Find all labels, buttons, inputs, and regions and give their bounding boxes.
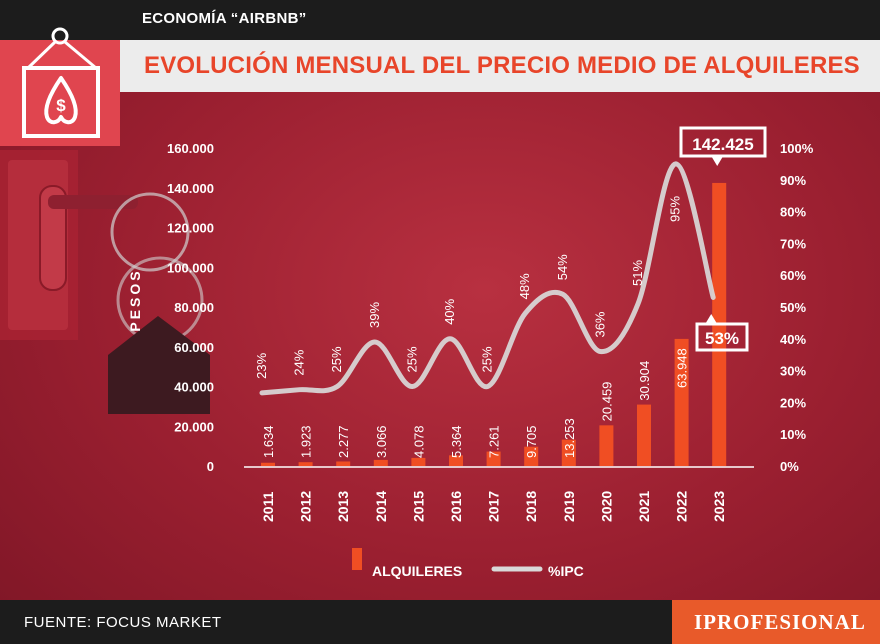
callout-pointer-ipc bbox=[705, 314, 718, 324]
y2-tick-label: 50% bbox=[780, 300, 806, 315]
y2-tick-label: 100% bbox=[780, 141, 814, 156]
bar bbox=[599, 425, 614, 466]
bar-value-label: 1.923 bbox=[299, 425, 314, 458]
y2-tick-label: 60% bbox=[780, 268, 806, 283]
x-tick-label: 2012 bbox=[298, 491, 314, 522]
keychain-illustration bbox=[0, 150, 210, 414]
chart-title: EVOLUCIÓN MENSUAL DEL PRECIO MEDIO DE AL… bbox=[144, 52, 860, 79]
x-tick-label: 2020 bbox=[598, 491, 614, 522]
key-shaft bbox=[48, 195, 138, 209]
bar bbox=[486, 451, 501, 466]
brand-logo-text: IPROFESIONAL bbox=[694, 610, 866, 634]
ipc-line bbox=[259, 161, 716, 396]
ipc-value-label: 39% bbox=[367, 302, 382, 328]
bar-value-label: 63.948 bbox=[675, 348, 690, 388]
y2-tick-label: 0% bbox=[780, 459, 799, 474]
legend: ALQUILERES %IPC bbox=[352, 548, 584, 579]
bar-value-label: 1.634 bbox=[261, 425, 276, 458]
x-tick-label: 2011 bbox=[260, 491, 276, 522]
legend-label-ipc: %IPC bbox=[548, 563, 584, 579]
x-tick-label: 2015 bbox=[410, 491, 426, 522]
ipc-value-label-highlight: 53% bbox=[705, 329, 739, 348]
ipc-value-label: 95% bbox=[668, 196, 683, 222]
y2-tick-label: 10% bbox=[780, 427, 806, 442]
bar-value-label: 9.705 bbox=[524, 425, 539, 458]
lock-cylinder bbox=[39, 185, 67, 291]
y-tick-label: 100.000 bbox=[167, 260, 214, 275]
y-axis-label: PESOS bbox=[127, 268, 143, 331]
x-tick-label: 2014 bbox=[373, 491, 389, 522]
accent-block bbox=[0, 40, 120, 146]
bar-value-label: 5.364 bbox=[449, 425, 464, 458]
data-labels: 2011 2012 2013 2014 2015 2016 2017 2018 2019 2020… bbox=[254, 126, 767, 522]
bar bbox=[637, 404, 651, 466]
brand-logo: IPROFESIONAL bbox=[672, 600, 880, 644]
y2-tick-label: 40% bbox=[780, 332, 806, 347]
bar-value-label: 20.459 bbox=[599, 382, 614, 422]
bar bbox=[261, 462, 275, 466]
y-tick-label: 140.000 bbox=[167, 181, 214, 196]
x-tick-label: 2019 bbox=[561, 491, 577, 522]
ipc-value-label: 24% bbox=[292, 349, 307, 375]
bar-value-label: 2.277 bbox=[336, 425, 351, 458]
x-tick-label: 2017 bbox=[486, 491, 502, 522]
top-bar: ECONOMÍA “AIRBNB” bbox=[0, 0, 880, 40]
x-tick-label: 2018 bbox=[523, 491, 539, 522]
bar-value-label-highlight: 142.425 bbox=[692, 135, 753, 154]
key-ring bbox=[110, 192, 190, 272]
x-tick-label: 2016 bbox=[448, 491, 464, 522]
bar-value-label: 3.066 bbox=[374, 425, 389, 458]
y2-tick-label: 20% bbox=[780, 395, 806, 410]
y2-tick-label: 80% bbox=[780, 205, 806, 220]
x-tick-label: 2013 bbox=[335, 491, 351, 522]
ipc-value-label: 40% bbox=[442, 298, 457, 324]
ipc-line-series bbox=[259, 161, 716, 396]
callout-pointer-bar bbox=[711, 156, 724, 166]
title-bar: EVOLUCIÓN MENSUAL DEL PRECIO MEDIO DE AL… bbox=[120, 40, 880, 92]
section-kicker: ECONOMÍA “AIRBNB” bbox=[142, 10, 307, 27]
y2-tick-label: 70% bbox=[780, 236, 806, 251]
bar-value-label: 7.261 bbox=[487, 425, 502, 458]
bar bbox=[373, 459, 388, 466]
y-tick-label: 80.000 bbox=[174, 300, 214, 315]
bottom-bar: FUENTE: FOCUS MARKET IPROFESIONAL bbox=[0, 600, 880, 644]
y-tick-label: 40.000 bbox=[174, 380, 214, 395]
ipc-value-label: 25% bbox=[404, 346, 419, 372]
ipc-value-label: 48% bbox=[517, 273, 532, 299]
y2-tick-label: 30% bbox=[780, 364, 806, 379]
bar bbox=[298, 462, 313, 466]
ipc-value-label: 54% bbox=[555, 254, 570, 280]
bar bbox=[561, 439, 576, 466]
legend-label-alquileres: ALQUILERES bbox=[372, 563, 462, 579]
callout-box-ipc bbox=[695, 322, 749, 352]
axis-layer: 0 20.000 40.000 60.000 80.000 100.000 120.000 1… bbox=[167, 141, 814, 474]
y-tick-label: 160.000 bbox=[167, 141, 214, 156]
bar-value-label: 30.904 bbox=[637, 361, 652, 401]
ipc-value-label: 23% bbox=[254, 352, 269, 378]
ipc-value-label: 25% bbox=[480, 346, 495, 372]
bar-value-label: 4.078 bbox=[411, 425, 426, 458]
ipc-value-label: 51% bbox=[630, 260, 645, 286]
ipc-value-label: 25% bbox=[329, 346, 344, 372]
x-tick-label: 2022 bbox=[674, 491, 690, 522]
bar bbox=[449, 455, 463, 466]
ipc-value-label: 36% bbox=[592, 311, 607, 337]
bar bbox=[524, 446, 539, 466]
bar-value-label: 13.253 bbox=[562, 418, 577, 458]
x-tick-label: 2023 bbox=[711, 491, 727, 522]
y-tick-label: 60.000 bbox=[174, 340, 214, 355]
source-note: FUENTE: FOCUS MARKET bbox=[24, 614, 222, 631]
legend-bar-swatch bbox=[352, 548, 362, 570]
house-keychain bbox=[108, 316, 210, 414]
x-tick-label: 2021 bbox=[636, 491, 652, 522]
bar bbox=[336, 461, 351, 466]
y-tick-label: 0 bbox=[207, 459, 214, 474]
y-tick-label: 20.000 bbox=[174, 419, 214, 434]
y2-tick-label: 90% bbox=[780, 173, 806, 188]
y-tick-label: 120.000 bbox=[167, 221, 214, 236]
bar bbox=[674, 338, 689, 466]
bar bbox=[411, 457, 426, 466]
